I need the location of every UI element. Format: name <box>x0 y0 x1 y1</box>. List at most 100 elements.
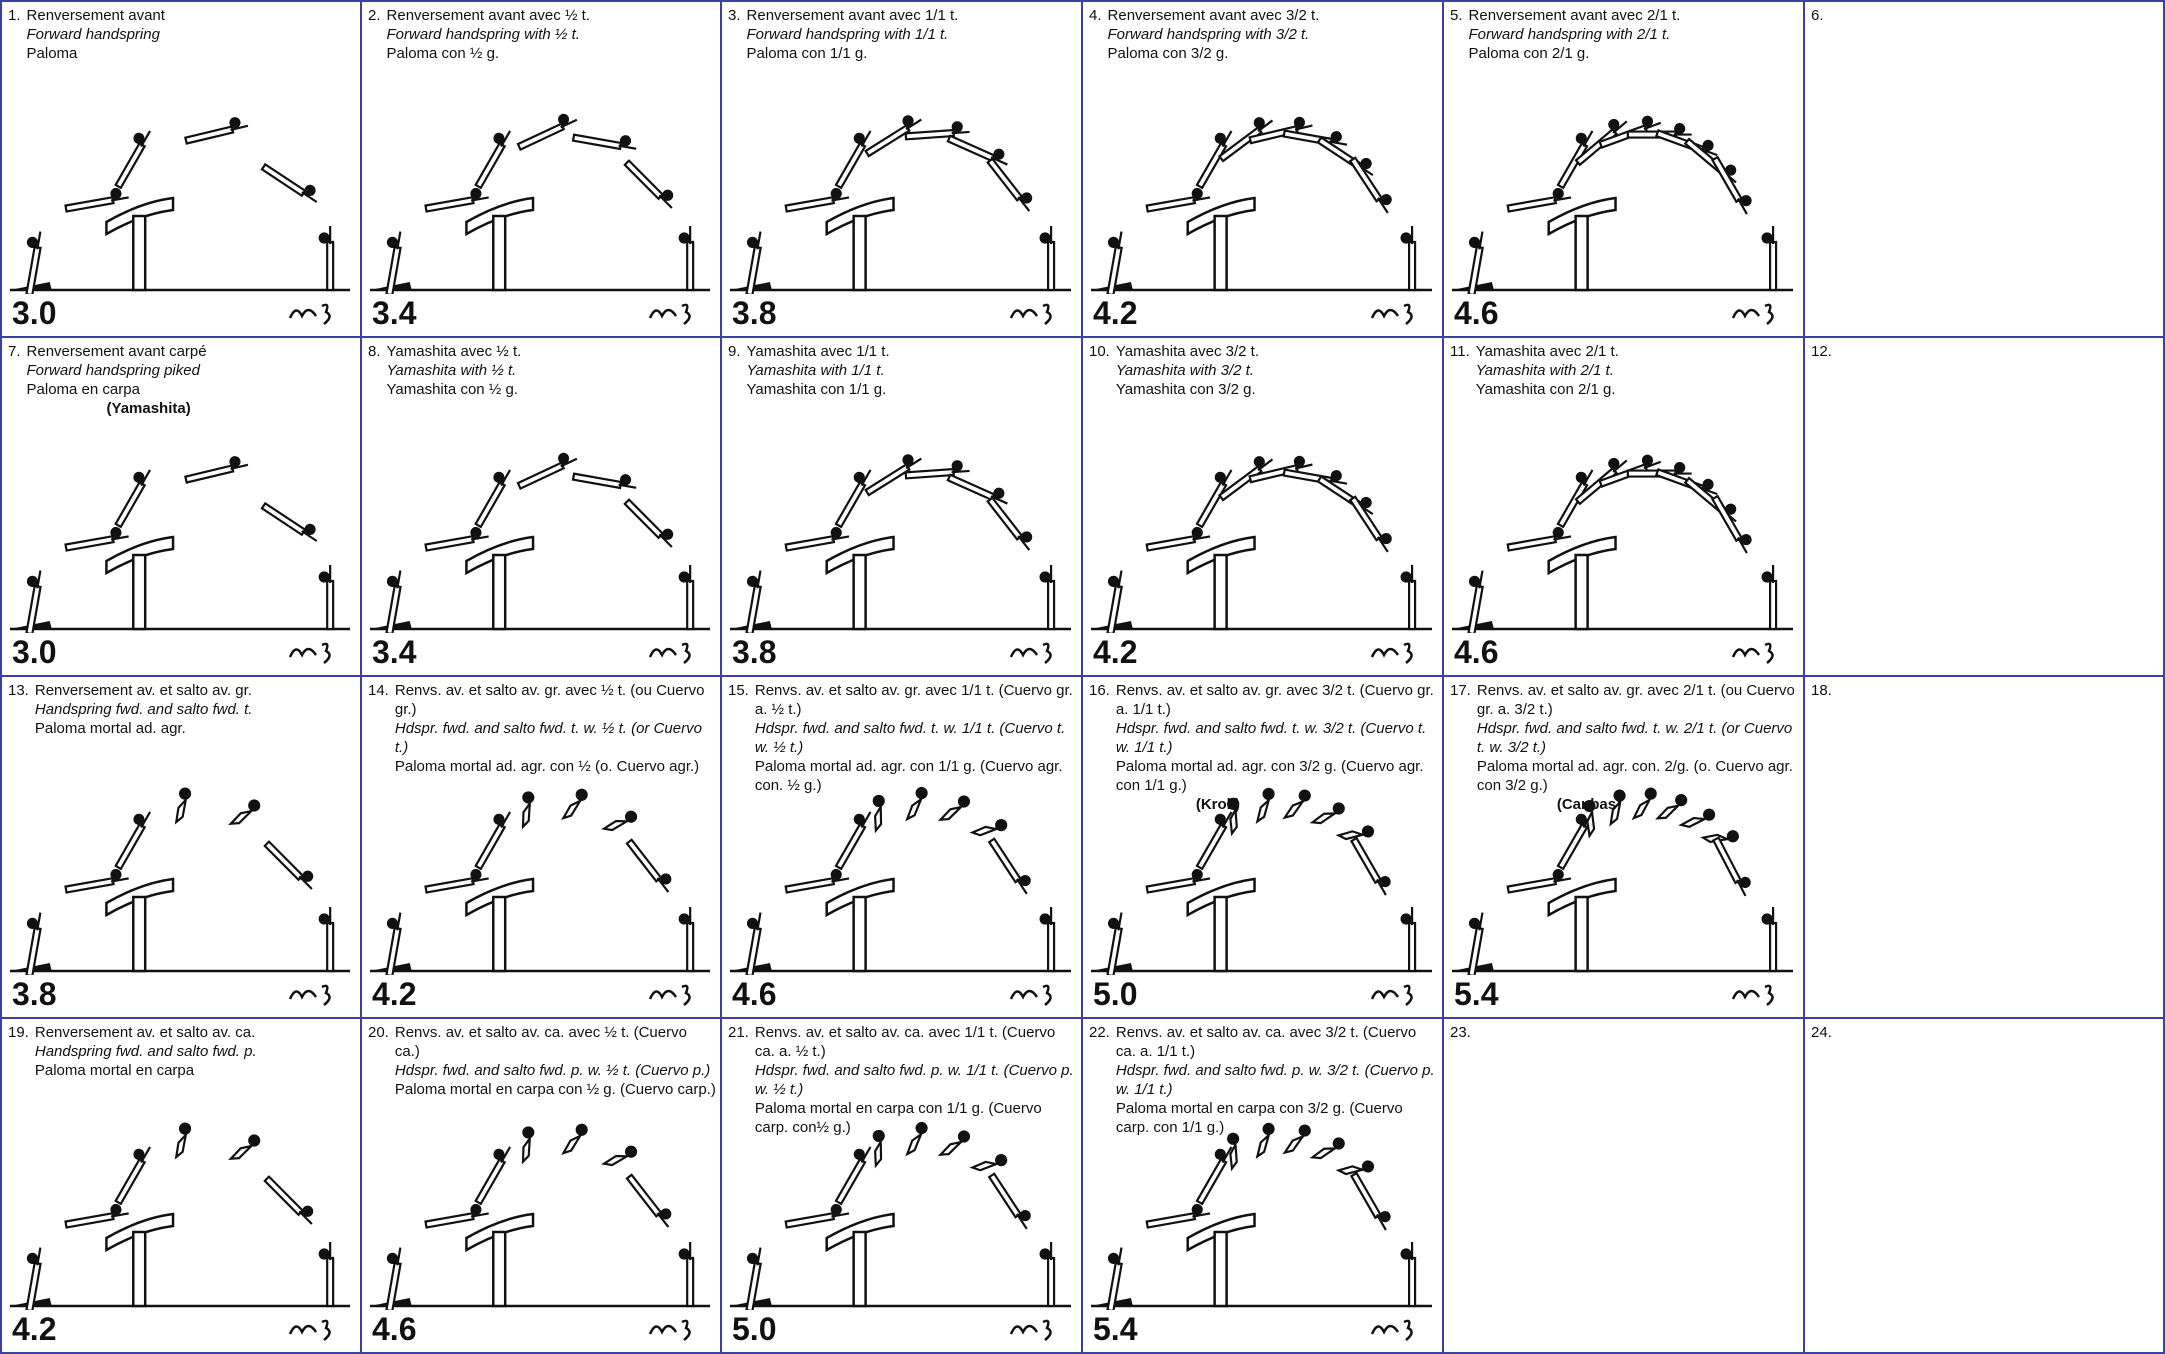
head <box>133 132 145 144</box>
body <box>516 461 566 490</box>
arm <box>756 570 762 589</box>
head <box>557 452 570 464</box>
element-number: 9. <box>728 343 741 360</box>
head <box>26 917 39 929</box>
element-number: 3. <box>728 7 741 24</box>
gymnast <box>601 810 638 832</box>
element-description: Renvs. av. et salto av. ca. avec ½ t. (C… <box>395 1023 716 1099</box>
vault-illustration <box>1451 115 1794 294</box>
gymnast <box>987 1172 1031 1230</box>
description-line: Renvs. av. et salto av. gr. avec ½ t. (o… <box>394 682 705 718</box>
arm <box>1329 479 1348 485</box>
gymnast <box>1556 469 1594 529</box>
body <box>904 467 956 480</box>
vault-illustration <box>1090 787 1433 975</box>
head <box>1361 1160 1375 1173</box>
arm <box>756 912 762 931</box>
description-line: Hdspr. fwd. and salto fwd. t. w. 3/2 t. … <box>1115 720 1427 756</box>
description-line: Yamashita con 1/1 g. <box>746 381 887 398</box>
arm <box>1016 1213 1028 1230</box>
body <box>326 240 335 292</box>
arm <box>1221 811 1233 829</box>
arm <box>860 130 872 148</box>
symbol-stroke <box>1731 642 1774 664</box>
gymnast <box>904 121 970 141</box>
gymnast <box>114 469 152 529</box>
arm <box>1257 119 1274 133</box>
gymnast <box>318 565 335 631</box>
arm <box>36 570 42 589</box>
horse-post <box>1213 214 1228 292</box>
difficulty-value: 3.4 <box>372 295 417 331</box>
gymnast <box>1255 1122 1275 1159</box>
body <box>1335 830 1367 841</box>
head <box>853 471 865 483</box>
gymnast <box>385 570 402 633</box>
gymnast <box>745 231 762 294</box>
arm <box>656 1212 670 1228</box>
description-line: Paloma mortal en carpa con 1/1 g. (Cuerv… <box>754 1100 1042 1136</box>
vault-cell: 17. Renvs. av. et salto av. gr. avec 2/1 … <box>1444 677 1805 1019</box>
body <box>784 195 836 213</box>
head <box>746 575 759 587</box>
difficulty-value: 5.4 <box>1093 1311 1138 1347</box>
difficulty-value: 5.4 <box>1454 976 1499 1012</box>
head <box>1191 868 1203 881</box>
body <box>25 245 42 294</box>
arm <box>990 495 1008 505</box>
head <box>957 795 971 808</box>
head <box>1379 876 1391 888</box>
symbol <box>1009 642 1052 664</box>
body <box>1217 126 1263 163</box>
head <box>318 232 330 244</box>
head <box>951 460 963 472</box>
gymnast <box>1400 565 1417 631</box>
gymnast <box>1039 907 1056 973</box>
head <box>1761 232 1773 244</box>
arm <box>1377 536 1389 553</box>
horse-post <box>852 1230 867 1308</box>
head <box>110 187 122 200</box>
head <box>470 526 482 539</box>
gymnast <box>1255 787 1275 824</box>
head <box>1552 526 1564 539</box>
description-line: Paloma con 3/2 g. <box>1107 45 1229 62</box>
body <box>114 822 147 871</box>
head <box>1400 571 1412 583</box>
gymnast <box>834 1146 872 1206</box>
arm <box>140 469 152 487</box>
gymnast <box>784 187 850 213</box>
description-line: Yamashita avec 1/1 t. <box>746 343 890 360</box>
head <box>575 1123 588 1136</box>
body <box>516 122 566 151</box>
horse-post <box>132 895 147 973</box>
head <box>1702 478 1714 491</box>
element-number: 1. <box>8 7 21 24</box>
body <box>784 876 836 894</box>
gymnast <box>521 791 535 830</box>
body <box>1768 240 1778 292</box>
head <box>1019 874 1031 887</box>
head <box>995 819 1008 832</box>
body <box>1574 466 1619 506</box>
body <box>623 498 665 540</box>
gymnast <box>905 1121 928 1157</box>
difficulty-value: 4.2 <box>1093 295 1138 331</box>
arm <box>1478 912 1484 931</box>
description-line: Hdspr. fwd. and salto fwd. p. w. 1/1 t. … <box>754 1062 1074 1098</box>
arm <box>140 811 152 829</box>
symbol-stroke <box>1370 303 1413 325</box>
gymnast <box>174 1122 192 1160</box>
gymnast <box>184 117 249 145</box>
cell-header: 14. Renvs. av. et salto av. gr. avec ½ t.… <box>368 681 716 776</box>
symbol <box>1731 303 1774 325</box>
gymnast <box>1227 797 1240 837</box>
gymnast <box>1106 231 1123 294</box>
body <box>263 1175 305 1217</box>
head <box>1039 913 1051 925</box>
description-line: Handspring fwd. and salto fwd. p. <box>34 1043 257 1060</box>
description-line: Paloma mortal ad. agr. con 3/2 g. (Cuerv… <box>1115 758 1424 794</box>
description-line: (Yamashita) <box>106 400 191 417</box>
gymnast <box>474 811 512 871</box>
description-line: Yamashita avec 3/2 t. <box>1115 343 1259 360</box>
